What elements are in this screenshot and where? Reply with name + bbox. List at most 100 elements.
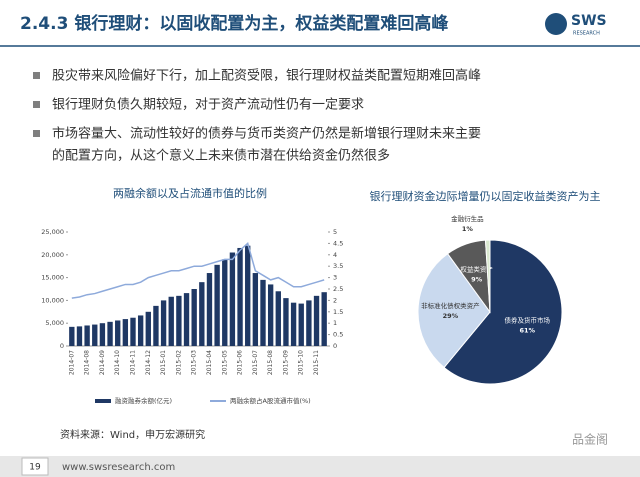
bar xyxy=(84,325,90,346)
slice-label: 债券及货币市场 xyxy=(505,315,551,324)
x-tick-label: 2015-06 xyxy=(237,350,244,375)
line-series xyxy=(71,242,325,299)
x-tick-label: 2015-07 xyxy=(252,350,259,375)
bar xyxy=(145,311,151,346)
bullet: 的配置方向，从这个意义上未来债市潜在供给资金仍然很多 xyxy=(52,148,390,164)
bar xyxy=(237,247,243,346)
y2-tick-label: 1 xyxy=(333,319,337,327)
bar xyxy=(191,289,197,346)
x-tick-label: 2014-11 xyxy=(130,350,137,375)
pie-slice xyxy=(484,239,491,313)
logo-icon xyxy=(545,13,567,35)
legend-swatch xyxy=(95,399,111,403)
slide-title: 2.4.3 银行理财：以固收配置为主，权益类配置难回高峰 xyxy=(20,13,449,34)
bar xyxy=(160,300,167,346)
bar xyxy=(252,273,259,346)
slice-value: 29% xyxy=(443,312,459,320)
y2-tick-label: 4 xyxy=(333,251,337,259)
footer-url: www.swsresearch.com xyxy=(62,462,175,473)
bar xyxy=(313,295,320,346)
bar xyxy=(168,296,174,346)
x-tick-label: 2015-09 xyxy=(282,350,289,375)
bar xyxy=(275,291,281,346)
bullet-square xyxy=(33,130,40,137)
bar xyxy=(122,319,129,346)
bullet: 股灾带来风险偏好下行，加上配资受限，银行理财权益类配置短期难回高峰 xyxy=(52,68,481,84)
y-tick-label: 0 xyxy=(60,342,64,350)
pie-slice xyxy=(443,239,563,385)
bar xyxy=(115,320,121,346)
slice-value: 61% xyxy=(519,326,535,334)
bar xyxy=(176,295,182,346)
y2-tick-label: 0.5 xyxy=(333,331,343,339)
page-number: 19 xyxy=(29,463,41,473)
y-tick-label: 10,000 xyxy=(41,296,64,304)
bullet-square xyxy=(33,72,40,79)
y-tick-label: 20,000 xyxy=(41,251,64,259)
bullet: 银行理财负债久期较短，对于资产流动性仍有一定要求 xyxy=(52,98,364,113)
bar xyxy=(222,259,228,346)
bullet: 市场容量大、流动性较好的债券与货币类资产仍然是新增银行理财未来主要 xyxy=(52,126,481,142)
bar xyxy=(153,305,159,346)
bar xyxy=(321,292,327,346)
y-tick-label: 25,000 xyxy=(41,228,64,236)
bar xyxy=(245,245,251,346)
bar xyxy=(214,264,220,346)
slice-value: 9% xyxy=(471,276,483,284)
bar xyxy=(107,321,113,346)
legend-label: 两融余额占A股流通市值(%) xyxy=(230,396,311,405)
x-tick-label: 2015-05 xyxy=(221,350,228,375)
watermark: 品金阁 xyxy=(572,432,608,447)
bar xyxy=(199,282,205,346)
slice-label: 权益类资产 xyxy=(460,265,493,274)
x-tick-label: 2014-08 xyxy=(84,350,91,375)
y2-tick-label: 3 xyxy=(333,274,337,282)
x-tick-label: 2014-10 xyxy=(114,350,121,375)
bar xyxy=(260,279,266,346)
pie-slice xyxy=(417,253,491,369)
x-tick-label: 2014-12 xyxy=(145,350,152,375)
x-tick-label: 2015-01 xyxy=(160,350,167,375)
chart-title: 银行理财资金边际增量仍以固定收益类资产为主 xyxy=(370,189,601,203)
bar xyxy=(137,315,144,346)
bar xyxy=(298,303,304,346)
x-tick-label: 2015-04 xyxy=(206,350,213,375)
bar xyxy=(69,326,75,346)
logo-text: SWS xyxy=(571,13,607,29)
logo-sub: RESEARCH xyxy=(573,31,600,37)
x-tick-label: 2015-03 xyxy=(191,350,198,375)
bar xyxy=(99,323,106,346)
footer-bar xyxy=(0,456,640,477)
y-tick-label: 15,000 xyxy=(41,274,64,282)
y2-tick-label: 4.5 xyxy=(333,239,343,247)
slice-label: 非标准化债权类资产 xyxy=(421,301,480,310)
y-tick-label: 5,000 xyxy=(45,319,64,327)
bar xyxy=(130,317,136,346)
x-tick-label: 2014-07 xyxy=(68,350,75,375)
x-tick-label: 2015-02 xyxy=(175,350,182,375)
bullet-square xyxy=(33,101,40,108)
y2-tick-label: 3.5 xyxy=(333,262,343,270)
bar xyxy=(283,298,289,346)
bar xyxy=(290,302,297,346)
y2-tick-label: 0 xyxy=(333,342,337,350)
x-tick-label: 2014-09 xyxy=(99,350,106,375)
bar xyxy=(76,326,83,346)
bar xyxy=(206,273,213,346)
page-box xyxy=(21,457,49,476)
x-tick-label: 2015-08 xyxy=(267,350,274,375)
slice-label: 金融衍生品 xyxy=(451,214,484,223)
y2-tick-label: 1.5 xyxy=(333,308,343,316)
y2-tick-label: 5 xyxy=(333,228,337,236)
x-tick-label: 2015-10 xyxy=(298,350,305,375)
y2-tick-label: 2.5 xyxy=(333,285,343,293)
x-tick-label: 2015-11 xyxy=(313,350,320,375)
bar xyxy=(267,284,274,346)
bar xyxy=(183,293,190,346)
bar xyxy=(306,300,312,346)
y2-tick-label: 2 xyxy=(333,296,337,304)
slice-value: 1% xyxy=(462,225,474,233)
bar xyxy=(229,252,236,346)
source-note: 资料来源：Wind，申万宏源研究 xyxy=(60,428,205,441)
